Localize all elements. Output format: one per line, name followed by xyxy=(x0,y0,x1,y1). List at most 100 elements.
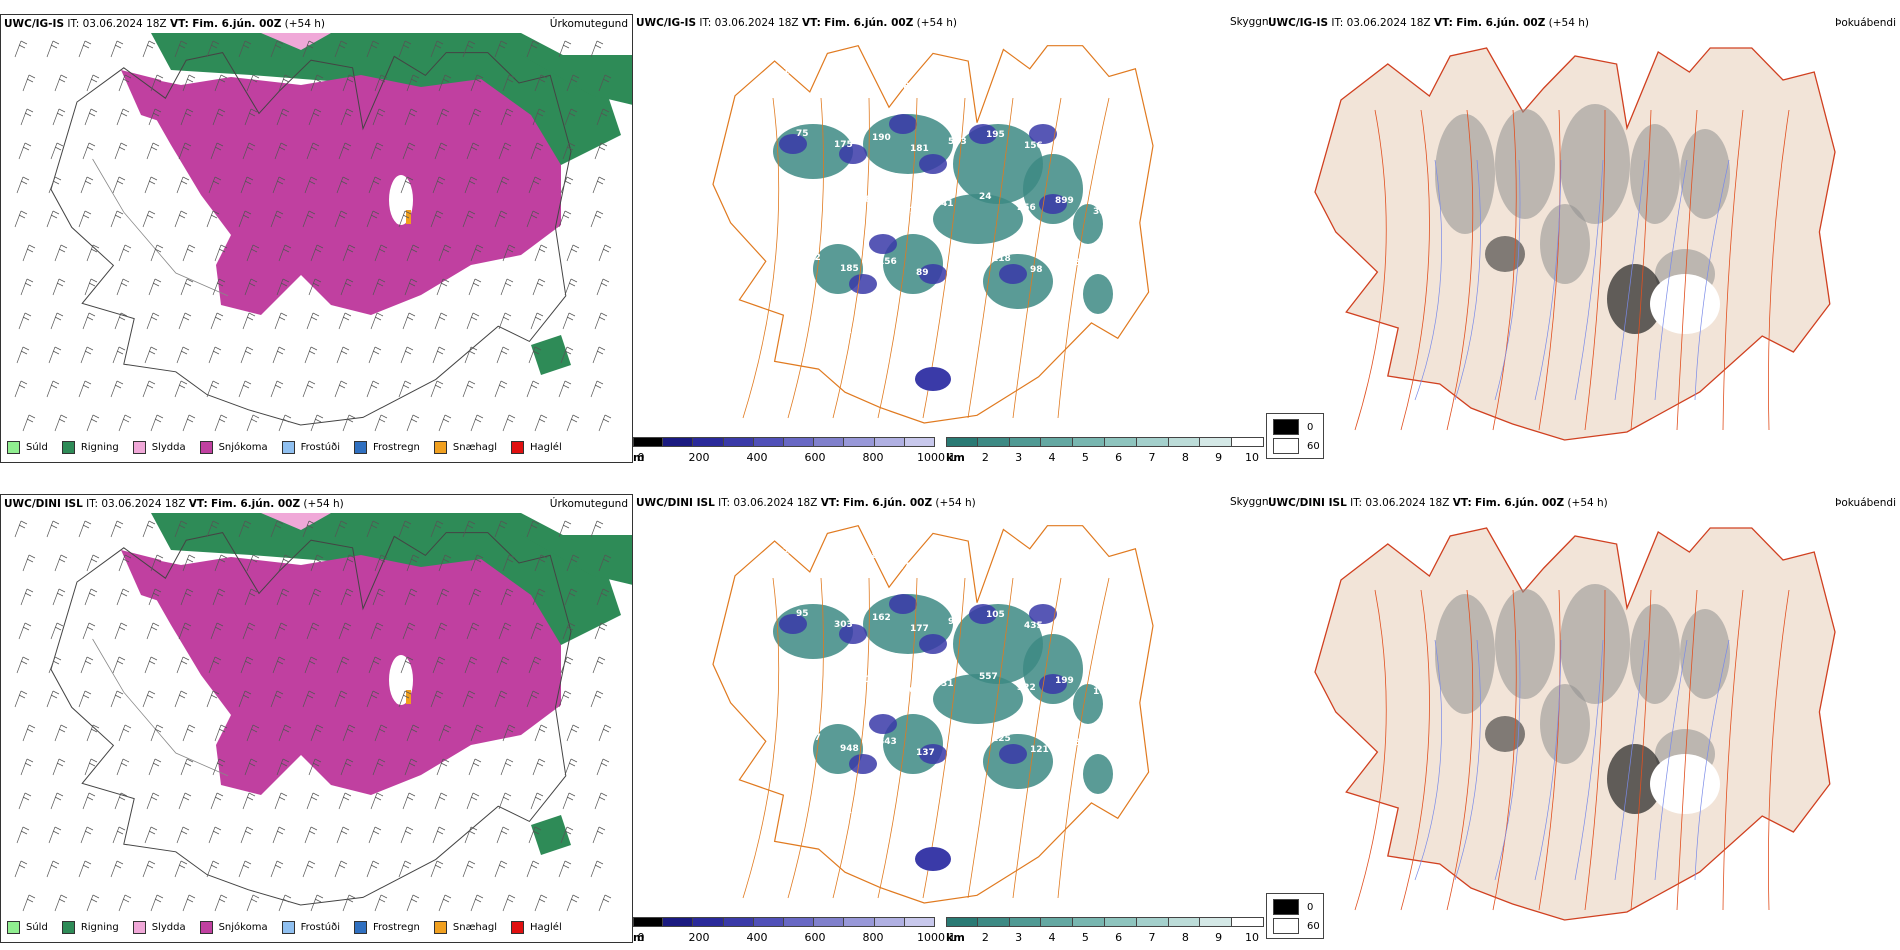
ceiling-label: 237 xyxy=(783,547,802,557)
river-line xyxy=(1654,159,1688,401)
wind-barb xyxy=(302,40,316,58)
wind-barb xyxy=(502,554,516,572)
ceiling-label: 184 xyxy=(1093,687,1112,697)
ceiling-label: 90 xyxy=(948,617,961,627)
wind-barb xyxy=(310,894,324,912)
low-ceiling-area xyxy=(999,744,1027,764)
wind-barb xyxy=(464,656,478,674)
wind-barb xyxy=(526,210,540,228)
colorbar-tick: 10 xyxy=(1245,451,1259,463)
wind-barb xyxy=(406,244,420,262)
wind-barb xyxy=(52,588,66,606)
wind-barb xyxy=(598,894,612,912)
wind-barb xyxy=(566,74,580,92)
wind-barb xyxy=(404,758,418,776)
wind-barb xyxy=(526,520,540,538)
wind-barb xyxy=(432,656,446,674)
wind-barb xyxy=(302,520,316,538)
ceiling-label: 95 xyxy=(859,71,872,81)
wind-barb xyxy=(148,588,162,606)
wind-barb xyxy=(22,244,36,262)
wind-barb xyxy=(494,690,508,708)
wind-barb xyxy=(144,656,158,674)
legend-swatch xyxy=(511,921,525,934)
wind-barb xyxy=(78,210,92,228)
low-ceiling-area xyxy=(779,134,807,154)
wind-barb xyxy=(14,690,28,708)
road-line xyxy=(1446,589,1474,911)
wind-barb xyxy=(174,40,188,58)
road-line xyxy=(1768,589,1790,911)
ceiling-label: 380 xyxy=(1093,207,1112,217)
legend-swatch xyxy=(132,921,146,934)
wind-barb xyxy=(182,414,196,432)
wind-barb xyxy=(112,826,126,844)
wind-barb xyxy=(500,588,514,606)
legend-item: Frostregn xyxy=(354,921,420,934)
low-ceiling-area xyxy=(919,634,947,654)
wind-barb xyxy=(180,278,194,296)
wind-barb xyxy=(370,312,384,330)
wind-barb xyxy=(18,312,32,330)
wind-barb xyxy=(208,176,222,194)
low-ceiling-area xyxy=(969,124,997,144)
wind-barb xyxy=(110,690,124,708)
wind-barb xyxy=(498,622,512,640)
ceiling-label: 175 xyxy=(834,140,853,150)
wind-barb xyxy=(20,758,34,776)
ceiling-label: 177 xyxy=(897,562,916,572)
road-line xyxy=(877,577,918,899)
wind-barb xyxy=(22,414,36,432)
ceiling-label: 89 xyxy=(947,803,960,813)
wind-barb xyxy=(16,656,30,674)
colorbar-tick: 800 xyxy=(862,931,884,943)
legend-swatch xyxy=(354,921,367,934)
wind-barb xyxy=(406,894,420,912)
wind-barb xyxy=(560,176,574,194)
wind-barb xyxy=(400,176,414,194)
wind-barb xyxy=(468,758,482,776)
wind-barb xyxy=(374,724,388,742)
wind-barb xyxy=(566,554,580,572)
wind-barb xyxy=(276,278,290,296)
wind-barb xyxy=(338,792,352,810)
road-line xyxy=(1492,109,1517,431)
wind-barb xyxy=(116,108,130,126)
ceiling-label: 108 xyxy=(909,810,928,820)
legend-label: Snjókoma xyxy=(218,442,268,453)
ceiling-label: 98 xyxy=(1030,265,1043,275)
wind-barb xyxy=(598,74,612,92)
legend-item: Rigning xyxy=(61,441,119,454)
wind-barb xyxy=(14,520,28,538)
skyggni-label: Skyggni xyxy=(1230,16,1272,28)
colorbar-tick: 800 xyxy=(862,451,884,463)
wind-barb xyxy=(148,278,162,296)
wind-barb xyxy=(214,74,228,92)
ceiling-label: 145 xyxy=(865,675,884,685)
wind-barb xyxy=(494,860,508,878)
wind-barb xyxy=(208,346,222,364)
wind-barb xyxy=(534,74,548,92)
wind-barb xyxy=(334,40,348,58)
wind-barb xyxy=(334,520,348,538)
low-visibility-area xyxy=(1023,154,1083,224)
wind-barb xyxy=(78,860,92,878)
wind-barb xyxy=(54,74,68,92)
wind-barb xyxy=(402,312,416,330)
wind-barb xyxy=(598,724,612,742)
wind-barb xyxy=(150,724,164,742)
wind-barb xyxy=(560,346,574,364)
wind-barb xyxy=(276,108,290,126)
road-line xyxy=(1354,589,1387,911)
wind-barb xyxy=(144,826,158,844)
wind-barb xyxy=(50,622,64,640)
legend-item: Rigning xyxy=(61,921,119,934)
wind-barb xyxy=(208,826,222,844)
road-line xyxy=(1584,589,1606,911)
colorbar-tick: 600 xyxy=(804,451,826,463)
ceiling-label: 104 xyxy=(985,796,1004,806)
wind-barb xyxy=(470,894,484,912)
wind-barb xyxy=(468,588,482,606)
wind-barb xyxy=(434,142,448,160)
coastline xyxy=(50,532,572,906)
